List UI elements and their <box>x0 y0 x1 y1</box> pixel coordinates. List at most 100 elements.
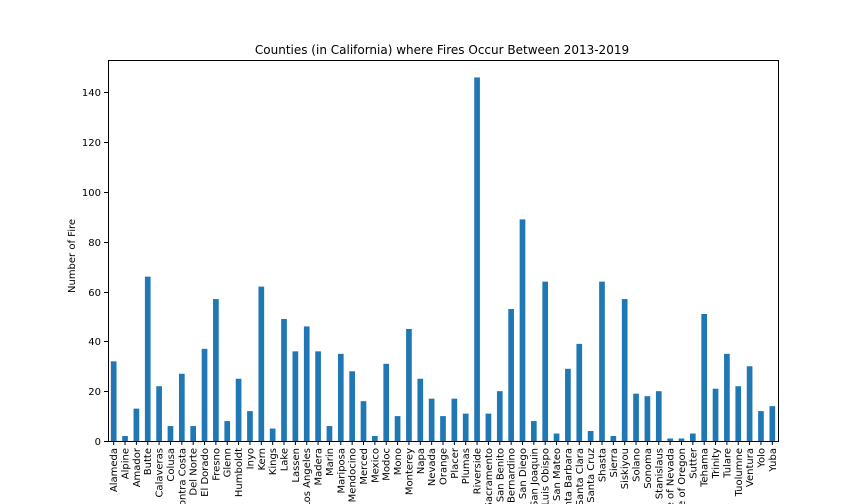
x-tick-label: State of Nevada <box>666 448 677 504</box>
y-axis: 0 20 40 60 80 100 120 140 <box>82 88 108 448</box>
bar <box>269 428 276 441</box>
y-tick-label: 0 <box>95 437 101 448</box>
x-tick-label: Plumas <box>461 448 472 484</box>
bar <box>633 393 639 441</box>
bar <box>565 368 571 441</box>
x-tick-label: Orange <box>439 448 450 485</box>
x-tick-label: Sutter <box>688 447 699 479</box>
bar <box>655 391 662 441</box>
x-tick-label: Mendocino <box>348 448 359 502</box>
x-tick-label: Napa <box>416 448 427 474</box>
x-tick-label: Mexico <box>370 448 381 483</box>
x-tick-label: Lake <box>280 448 291 471</box>
x-tick-label: Madera <box>314 448 325 486</box>
bar <box>292 351 299 441</box>
x-tick-label: Alameda <box>109 448 120 492</box>
bar <box>678 438 685 441</box>
y-tick-label: 80 <box>88 238 101 249</box>
bar <box>394 416 401 441</box>
bar <box>247 411 253 441</box>
x-tick-label: San Bernardino <box>507 448 518 504</box>
x-tick-label: Sierra <box>609 448 620 477</box>
bar <box>451 398 458 441</box>
bar <box>303 326 310 441</box>
x-tick-label: San Diego <box>518 448 529 499</box>
bar <box>349 371 355 441</box>
bar <box>326 426 333 441</box>
bar <box>485 413 492 441</box>
x-tick-label: Modoc <box>382 448 393 481</box>
bar <box>508 309 514 441</box>
chart-title: Counties (in California) where Fires Occ… <box>255 43 629 57</box>
x-tick-label: Tulare <box>722 448 733 479</box>
bar <box>542 281 549 441</box>
y-tick-label: 20 <box>88 387 101 398</box>
x-tick-label: San Luis Obispo <box>541 448 552 504</box>
x-tick-label: Contra Costa <box>177 448 188 504</box>
bar <box>496 391 503 441</box>
x-tick-label: Merced <box>359 448 370 485</box>
bar <box>156 386 162 441</box>
bar <box>531 421 537 441</box>
x-tick-label: Glenn <box>223 448 234 477</box>
bar <box>383 363 390 441</box>
x-tick-label: Lassen <box>291 448 302 483</box>
x-tick-label: Riverside <box>473 448 484 494</box>
x-tick-label: Butte <box>143 448 154 475</box>
x-axis: Alameda Alpine Amador Butte Calaveras Colusa C… <box>109 441 779 504</box>
x-tick-label: Sacramento <box>484 448 495 504</box>
x-tick-label: Stanislaus <box>654 448 665 499</box>
x-tick-label: Mono <box>393 448 404 475</box>
bar <box>178 373 185 441</box>
y-tick-label: 120 <box>82 138 101 149</box>
x-tick-label: Santa Clara <box>575 448 586 504</box>
bar <box>587 431 594 441</box>
x-tick-label: Yuba <box>768 448 779 473</box>
y-tick-label: 140 <box>82 88 101 99</box>
bar <box>599 281 605 441</box>
x-tick-label: State of Oregon <box>677 448 688 504</box>
bar <box>735 386 742 441</box>
y-tick-label: 60 <box>88 288 101 299</box>
bar <box>122 436 128 441</box>
x-tick-label: San Joaquin <box>529 448 540 504</box>
x-tick-label: Sonoma <box>643 448 654 489</box>
x-tick-label: Solano <box>632 448 643 482</box>
x-tick-label: Humboldt <box>234 448 245 497</box>
bar <box>224 421 231 441</box>
x-tick-label: Alpine <box>121 448 132 479</box>
x-tick-label: Santa Barbara <box>563 448 574 504</box>
bars <box>110 77 776 442</box>
bar <box>712 388 719 441</box>
x-tick-label: Kern <box>257 448 268 471</box>
x-tick-label: Fresno <box>211 448 222 481</box>
bar <box>746 366 753 441</box>
x-tick-label: Tehama <box>700 448 711 488</box>
bar <box>689 433 696 441</box>
bar <box>235 378 242 441</box>
y-tick-label: 40 <box>88 337 101 348</box>
bar <box>281 318 287 441</box>
bar <box>462 413 469 441</box>
x-tick-label: San Benito <box>495 448 506 502</box>
x-tick-label: Los Angeles <box>302 448 313 504</box>
x-tick-label: Mariposa <box>336 448 347 493</box>
bar <box>315 351 321 441</box>
bar <box>372 436 378 441</box>
x-tick-label: Colusa <box>166 448 177 482</box>
bar <box>758 411 764 441</box>
x-tick-label: Siskiyou <box>620 448 631 489</box>
bar <box>144 276 151 441</box>
x-tick-label: Del Norte <box>189 448 200 496</box>
plot-frame <box>108 60 779 442</box>
bar <box>406 328 412 441</box>
bar <box>201 348 208 441</box>
bar <box>110 361 117 441</box>
x-tick-label: Monterey <box>404 448 415 495</box>
bar <box>190 426 197 441</box>
bar <box>667 438 673 441</box>
x-tick-label: Shasta <box>597 448 608 482</box>
bar <box>428 398 435 441</box>
bar <box>724 353 730 441</box>
